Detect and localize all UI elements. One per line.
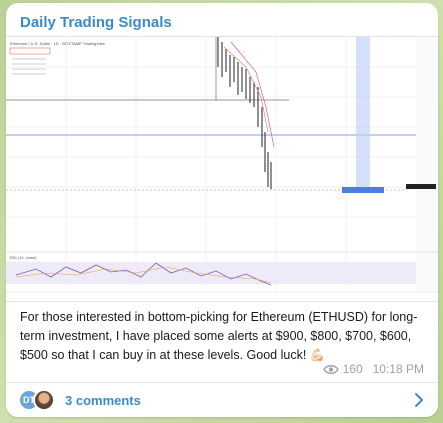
comments-label: 3 comments — [65, 392, 141, 408]
view-count: 160 — [342, 362, 363, 376]
chart-header-text: Ethereum / U.S. Dollar · 1D · BITSTAMP T… — [10, 41, 105, 46]
message-bubble: Daily Trading Signals Ethereum / U.S. Do… — [6, 3, 438, 417]
price-candles — [217, 37, 272, 189]
price-label — [342, 187, 384, 193]
price-axis — [406, 37, 438, 292]
chevron-right-icon — [415, 393, 423, 407]
message-text: For those interested in bottom-picking f… — [20, 310, 418, 362]
commenter-avatar-photo — [33, 389, 55, 411]
message-meta: 160 10:18 PM — [322, 362, 424, 376]
rsi-line — [15, 262, 272, 286]
rsi-label: RSI (14, close) — [10, 255, 37, 260]
highlight-band — [356, 37, 370, 189]
eye-icon — [322, 364, 339, 374]
indicator-legend — [9, 47, 51, 75]
message-time: 10:18 PM — [372, 362, 424, 376]
channel-name[interactable]: Daily Trading Signals — [20, 14, 172, 31]
chart-image[interactable]: Ethereum / U.S. Dollar · 1D · BITSTAMP T… — [6, 36, 438, 302]
comments-button[interactable]: DT 3 comments — [6, 383, 438, 417]
divider — [6, 382, 438, 383]
